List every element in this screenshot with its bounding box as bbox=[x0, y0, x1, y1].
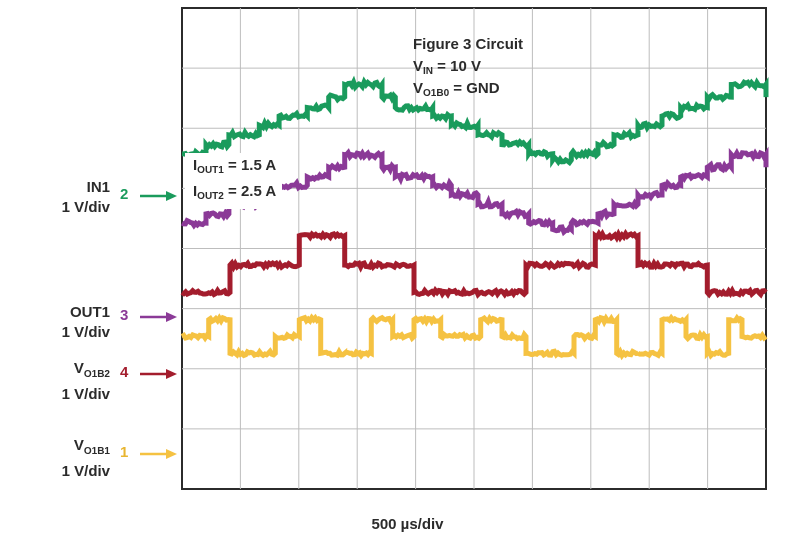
iout-annotation-box: IOUT1 = 1.5 A IOUT2 = 2.5 A bbox=[185, 153, 283, 209]
arrow-head-0 bbox=[166, 191, 177, 201]
channel-label-out1: OUT1 1 V/div bbox=[61, 304, 110, 341]
vin-annotation: VIN = 10 V bbox=[413, 58, 481, 77]
arrow-head-1 bbox=[166, 312, 177, 322]
iout2-annotation: IOUT2 = 2.5 A bbox=[193, 183, 277, 202]
trace-group bbox=[180, 75, 769, 361]
trace-edge-0 bbox=[181, 80, 767, 164]
x-axis-label: 500 µs/div bbox=[371, 516, 444, 533]
arrow-head-3 bbox=[166, 449, 177, 459]
channel-label-vo1b1: VO1B1 1 V/div bbox=[61, 437, 110, 480]
grid-lines bbox=[182, 8, 766, 489]
channel-number-2: 2 bbox=[120, 186, 129, 203]
channel-number-3: 3 bbox=[120, 307, 129, 324]
trace-edge-2 bbox=[181, 232, 767, 296]
channel-number-4: 4 bbox=[120, 364, 129, 381]
channel-number-1: 1 bbox=[120, 444, 129, 461]
iout1-annotation: IOUT1 = 1.5 A bbox=[193, 157, 277, 176]
figure-title: Figure 3 Circuit bbox=[413, 36, 524, 53]
channel-label-vo1b2: VO1B2 1 V/div bbox=[61, 360, 110, 403]
channel-markers bbox=[140, 191, 177, 459]
trace-edge-3 bbox=[181, 316, 767, 357]
vo1b0-annotation: VO1B0 = GND bbox=[413, 80, 500, 99]
channel-label-in1: IN1 1 V/div bbox=[61, 179, 110, 216]
arrow-head-2 bbox=[166, 369, 177, 379]
